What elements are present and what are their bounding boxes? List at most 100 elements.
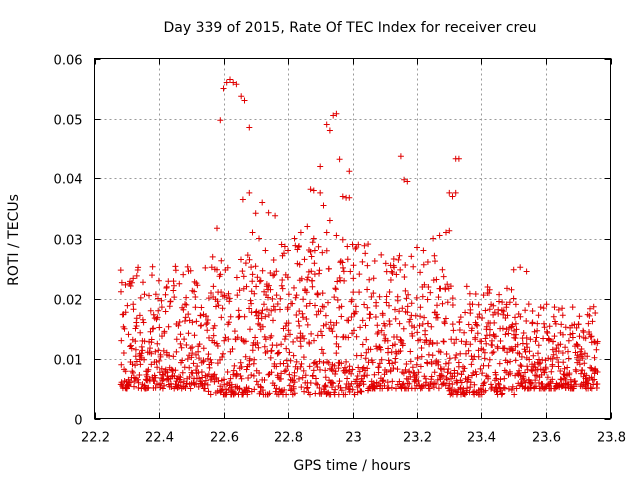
data-point xyxy=(481,349,488,356)
data-point xyxy=(267,270,274,276)
data-point xyxy=(214,360,221,367)
data-point xyxy=(206,334,212,341)
data-point xyxy=(198,304,205,311)
data-point xyxy=(298,275,305,282)
data-point xyxy=(415,369,422,376)
data-point xyxy=(508,387,515,393)
data-point xyxy=(281,386,288,393)
data-point xyxy=(162,308,169,315)
data-point xyxy=(246,256,253,263)
data-point xyxy=(445,360,452,366)
data-point xyxy=(541,320,547,327)
data-point xyxy=(134,267,141,273)
data-point xyxy=(270,272,277,279)
data-point xyxy=(266,390,273,397)
data-point xyxy=(257,383,264,390)
data-point xyxy=(411,324,418,331)
data-point xyxy=(588,333,595,340)
data-point xyxy=(303,385,310,392)
data-point xyxy=(503,304,510,311)
data-point xyxy=(178,344,185,351)
data-point xyxy=(467,379,474,386)
data-point xyxy=(581,360,588,367)
data-point xyxy=(249,278,256,285)
data-point xyxy=(549,363,556,370)
data-point xyxy=(376,293,383,300)
data-point xyxy=(554,354,560,361)
data-point xyxy=(565,348,571,355)
data-point xyxy=(359,317,366,324)
data-point xyxy=(217,117,224,124)
data-point xyxy=(309,239,316,246)
data-point xyxy=(320,350,327,357)
data-point xyxy=(501,385,508,392)
data-point xyxy=(393,271,400,278)
data-point xyxy=(482,387,489,394)
data-point xyxy=(286,371,293,378)
data-point xyxy=(284,363,291,370)
data-point xyxy=(252,210,259,217)
data-point xyxy=(504,359,511,366)
data-point xyxy=(408,253,415,260)
data-point xyxy=(205,351,212,358)
data-point xyxy=(486,332,493,339)
data-point xyxy=(320,359,327,366)
data-point xyxy=(575,357,582,364)
data-point xyxy=(543,301,550,308)
data-point xyxy=(184,263,191,270)
data-point xyxy=(273,292,280,299)
data-point xyxy=(306,339,313,346)
data-point xyxy=(213,303,219,310)
data-point xyxy=(496,360,503,367)
data-point xyxy=(170,287,177,294)
data-point xyxy=(211,339,218,346)
data-point xyxy=(507,370,514,377)
data-point xyxy=(246,124,253,131)
data-point xyxy=(517,313,524,320)
data-point xyxy=(135,379,142,386)
data-point xyxy=(421,314,428,321)
data-point xyxy=(590,303,597,310)
data-point xyxy=(192,294,199,300)
data-point xyxy=(239,268,246,275)
data-point xyxy=(318,390,325,397)
data-point xyxy=(386,302,392,309)
data-point xyxy=(550,313,557,320)
data-point xyxy=(316,385,323,391)
data-point xyxy=(522,369,528,376)
data-point xyxy=(210,283,217,290)
data-point xyxy=(371,371,378,378)
data-point xyxy=(187,385,194,392)
data-point xyxy=(478,338,485,345)
data-point xyxy=(388,268,395,275)
data-point xyxy=(308,253,315,260)
data-point xyxy=(398,337,405,344)
data-point xyxy=(440,338,447,345)
data-point xyxy=(340,264,346,271)
data-point xyxy=(244,252,251,259)
data-point xyxy=(290,385,297,392)
data-point xyxy=(227,384,234,391)
data-point xyxy=(186,364,193,371)
data-point xyxy=(314,381,321,388)
data-point xyxy=(245,385,252,392)
data-point xyxy=(346,363,353,370)
data-point xyxy=(285,320,292,327)
data-point xyxy=(238,375,245,382)
data-point xyxy=(444,299,451,306)
data-point xyxy=(185,330,192,337)
data-point xyxy=(135,384,142,391)
data-point xyxy=(587,333,594,340)
data-point xyxy=(197,312,204,319)
data-point xyxy=(370,275,377,282)
data-point xyxy=(434,302,440,309)
data-point xyxy=(326,127,333,134)
data-point xyxy=(339,259,346,266)
data-point xyxy=(321,303,327,310)
data-point xyxy=(392,355,399,362)
data-point xyxy=(355,364,362,371)
data-point xyxy=(484,373,491,380)
data-point xyxy=(127,283,134,289)
data-point xyxy=(287,331,293,338)
